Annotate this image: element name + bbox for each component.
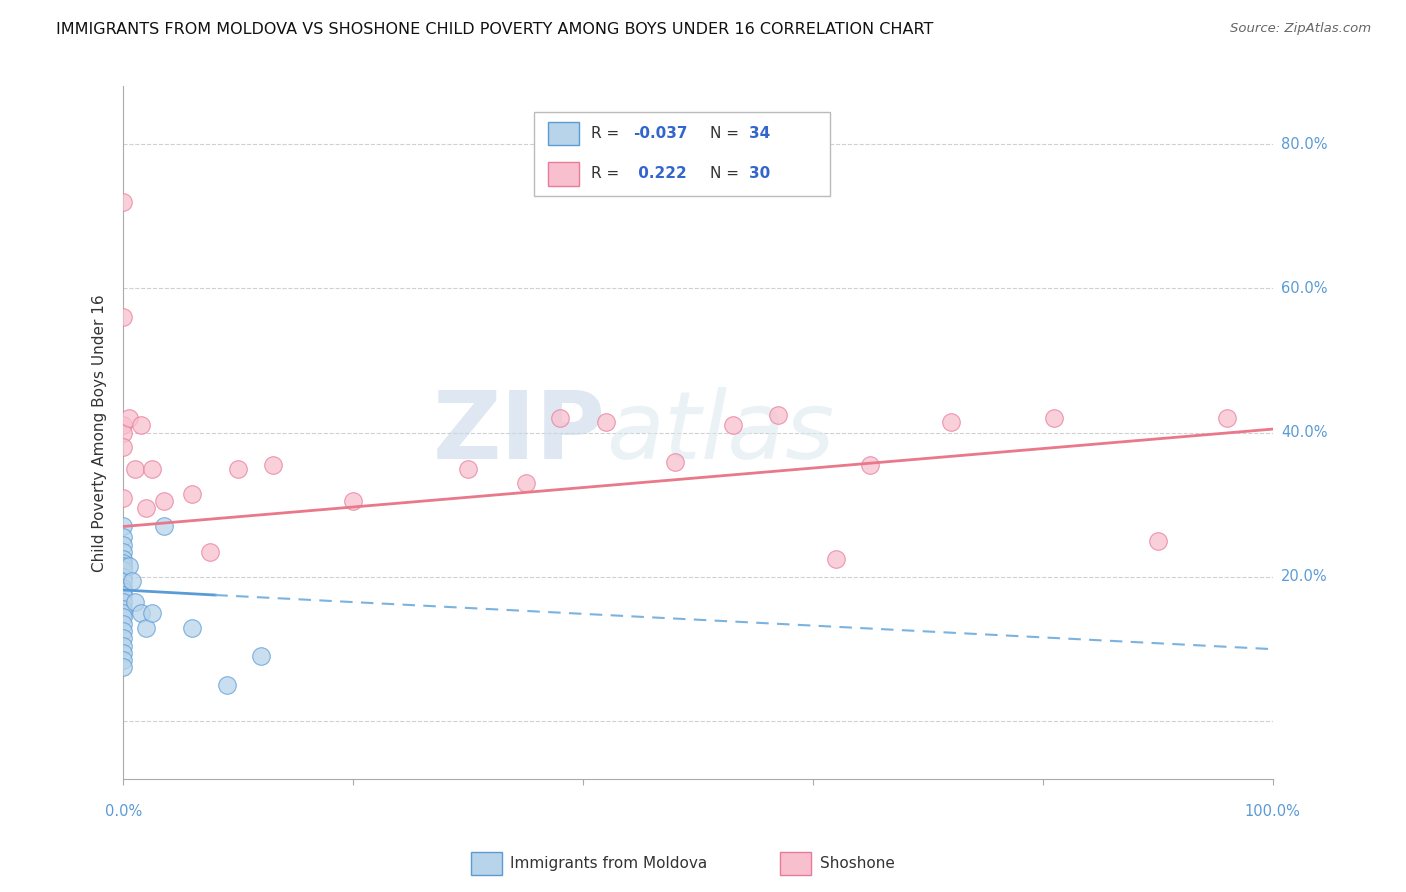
- Point: [112, 616, 135, 631]
- Point: [135, 620, 157, 634]
- Point: [939, 415, 962, 429]
- Point: [121, 574, 143, 588]
- Point: [664, 454, 686, 468]
- Point: [112, 584, 135, 599]
- Point: [112, 606, 135, 620]
- Point: [141, 462, 163, 476]
- Point: [595, 415, 617, 429]
- Point: [1216, 411, 1239, 425]
- Point: [112, 574, 135, 588]
- Text: 100.0%: 100.0%: [1244, 804, 1301, 819]
- Text: ZIP: ZIP: [433, 387, 606, 479]
- Point: [112, 440, 135, 454]
- Point: [118, 411, 141, 425]
- Point: [112, 537, 135, 551]
- Point: [859, 458, 882, 472]
- Point: [250, 649, 273, 664]
- Point: [112, 609, 135, 624]
- Text: IMMIGRANTS FROM MOLDOVA VS SHOSHONE CHILD POVERTY AMONG BOYS UNDER 16 CORRELATIO: IMMIGRANTS FROM MOLDOVA VS SHOSHONE CHIL…: [56, 22, 934, 37]
- Text: 80.0%: 80.0%: [1281, 136, 1327, 152]
- Text: N =: N =: [710, 127, 744, 141]
- Point: [112, 624, 135, 639]
- Point: [112, 588, 135, 602]
- Point: [135, 501, 157, 516]
- Text: 0.222: 0.222: [633, 167, 686, 181]
- Point: [198, 545, 221, 559]
- Point: [112, 310, 135, 325]
- Point: [152, 519, 174, 533]
- Point: [112, 545, 135, 559]
- Point: [112, 530, 135, 544]
- Point: [112, 646, 135, 660]
- Point: [342, 494, 364, 508]
- Point: [112, 632, 135, 646]
- Text: 30: 30: [749, 167, 770, 181]
- Point: [112, 595, 135, 609]
- Point: [515, 476, 537, 491]
- Point: [129, 418, 152, 433]
- Text: 40.0%: 40.0%: [1281, 425, 1327, 440]
- Point: [112, 653, 135, 667]
- Point: [1146, 533, 1168, 548]
- Point: [129, 606, 152, 620]
- Point: [112, 581, 135, 595]
- Point: [181, 620, 204, 634]
- Point: [181, 487, 204, 501]
- Point: [141, 606, 163, 620]
- Point: [825, 552, 848, 566]
- Point: [112, 570, 135, 584]
- Text: Source: ZipAtlas.com: Source: ZipAtlas.com: [1230, 22, 1371, 36]
- Text: 20.0%: 20.0%: [1281, 569, 1327, 584]
- Point: [112, 559, 135, 574]
- Point: [112, 639, 135, 653]
- Point: [124, 462, 146, 476]
- Point: [112, 556, 135, 570]
- Point: [1043, 411, 1066, 425]
- Text: R =: R =: [591, 167, 624, 181]
- Point: [262, 458, 284, 472]
- Point: [721, 418, 744, 433]
- Point: [112, 602, 135, 616]
- Point: [124, 595, 146, 609]
- Point: [226, 462, 249, 476]
- Point: [112, 194, 135, 209]
- Point: [112, 519, 135, 533]
- Point: [457, 462, 479, 476]
- Text: -0.037: -0.037: [633, 127, 688, 141]
- Point: [548, 411, 571, 425]
- Point: [768, 408, 790, 422]
- Point: [112, 660, 135, 674]
- Text: 60.0%: 60.0%: [1281, 281, 1327, 296]
- Text: R =: R =: [591, 127, 624, 141]
- Point: [112, 552, 135, 566]
- Point: [215, 678, 238, 692]
- Point: [112, 418, 135, 433]
- Text: atlas: atlas: [606, 387, 834, 478]
- Text: Immigrants from Moldova: Immigrants from Moldova: [510, 856, 707, 871]
- Y-axis label: Child Poverty Among Boys Under 16: Child Poverty Among Boys Under 16: [93, 293, 107, 572]
- Point: [152, 494, 174, 508]
- Text: 0.0%: 0.0%: [104, 804, 142, 819]
- Point: [112, 491, 135, 505]
- Text: 34: 34: [749, 127, 770, 141]
- Text: Shoshone: Shoshone: [820, 856, 894, 871]
- Point: [112, 425, 135, 440]
- Point: [112, 563, 135, 577]
- Point: [118, 559, 141, 574]
- Text: N =: N =: [710, 167, 744, 181]
